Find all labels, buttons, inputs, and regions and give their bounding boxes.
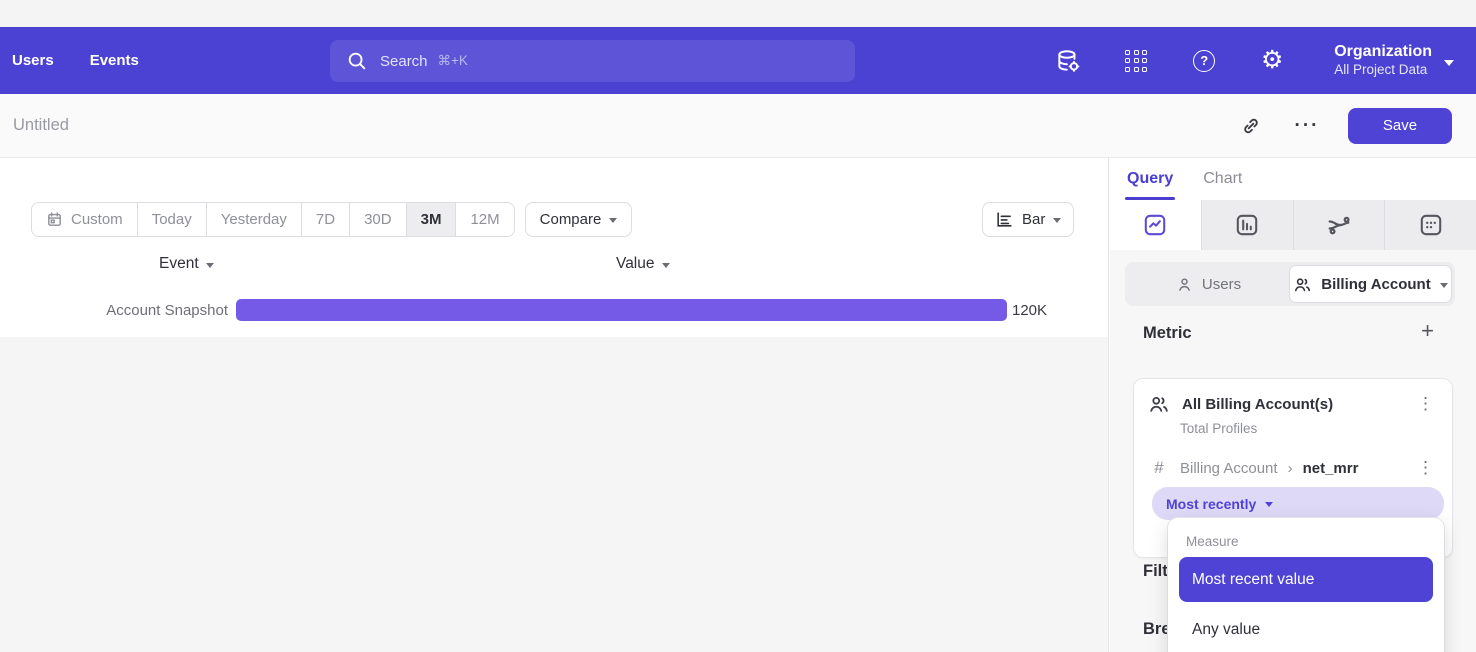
horizontal-bar-chart-icon xyxy=(995,210,1014,229)
dropdown-group-label: Measure xyxy=(1186,534,1239,549)
person-icon xyxy=(1176,276,1193,293)
report-type-funnels[interactable] xyxy=(1201,200,1294,250)
chevron-down-icon xyxy=(661,262,670,268)
measure-dropdown-menu: Measure Most recent value Any value xyxy=(1168,518,1444,652)
top-nav: Users Events Search ⌘+K xyxy=(0,27,1476,94)
date-range-group: Custom Today Yesterday 7D 30D 3M 12M xyxy=(31,202,515,237)
entity-toggle-billing-account[interactable]: Billing Account xyxy=(1289,265,1452,303)
kebab-menu-icon[interactable]: ⋮ xyxy=(1417,394,1434,413)
property-parent-label[interactable]: Billing Account xyxy=(1180,459,1278,477)
search-placeholder: Search xyxy=(380,52,428,70)
org-name: Organization xyxy=(1334,43,1432,61)
search-shortcut: ⌘+K xyxy=(437,53,468,68)
range-today-button[interactable]: Today xyxy=(137,203,207,236)
line-chart-icon xyxy=(1142,212,1168,238)
report-title-bar: Untitled ··· Save xyxy=(0,94,1476,158)
panel-tabs: Query Chart xyxy=(1110,158,1476,200)
dots-grid-icon xyxy=(1418,212,1444,238)
value-axis-dropdown[interactable]: Value xyxy=(616,255,670,273)
save-button[interactable]: Save xyxy=(1348,107,1452,144)
browser-top-strip xyxy=(0,0,1476,27)
people-icon xyxy=(1293,275,1312,294)
range-12m-button[interactable]: 12M xyxy=(456,203,514,236)
flows-icon xyxy=(1325,211,1353,239)
add-metric-button[interactable]: + xyxy=(1421,318,1434,343)
range-3m-button[interactable]: 3M xyxy=(406,203,457,236)
report-type-retention[interactable] xyxy=(1385,200,1476,250)
report-title[interactable]: Untitled xyxy=(13,116,69,134)
people-icon xyxy=(1148,393,1170,415)
copy-link-icon[interactable] xyxy=(1236,111,1266,141)
metric-entity-label[interactable]: All Billing Account(s) xyxy=(1182,395,1334,413)
nav-item-events[interactable]: Events xyxy=(89,52,139,69)
search-icon xyxy=(346,50,368,72)
compare-dropdown[interactable]: Compare xyxy=(524,202,633,237)
help-icon[interactable]: ? xyxy=(1190,47,1218,75)
range-custom-button[interactable]: Custom xyxy=(32,203,138,236)
chart-empty-area xyxy=(0,337,1108,652)
org-project-switcher[interactable]: Organization All Project Data xyxy=(1334,42,1454,79)
entity-toggle: Users Billing Account xyxy=(1125,262,1455,306)
chevron-down-icon xyxy=(1053,218,1062,223)
more-menu-icon[interactable]: ··· xyxy=(1294,114,1320,136)
calendar-icon xyxy=(46,211,63,228)
measure-pill-dropdown[interactable]: Most recently xyxy=(1152,487,1444,520)
bar-value-label: 120K xyxy=(1012,301,1048,319)
chart-canvas: Custom Today Yesterday 7D 30D 3M 12M Com… xyxy=(0,158,1109,652)
option-any-value[interactable]: Any value xyxy=(1192,620,1261,638)
property-name-label[interactable]: net_mrr xyxy=(1302,459,1359,477)
tab-chart[interactable]: Chart xyxy=(1203,170,1243,187)
chevron-down-icon xyxy=(1265,502,1274,507)
chevron-down-icon xyxy=(205,262,214,268)
apps-grid-icon[interactable] xyxy=(1122,47,1150,75)
range-7d-button[interactable]: 7D xyxy=(301,203,351,236)
data-management-icon[interactable] xyxy=(1054,47,1082,75)
nav-item-users[interactable]: Users xyxy=(12,52,54,69)
range-yesterday-button[interactable]: Yesterday xyxy=(206,203,302,236)
query-builder-panel: Query Chart xyxy=(1110,158,1476,652)
bar-category-label: Account Snapshot xyxy=(106,301,228,319)
bar-chart-icon xyxy=(1234,212,1260,238)
chevron-down-icon xyxy=(1439,282,1448,288)
entity-toggle-users[interactable]: Users xyxy=(1128,265,1289,303)
date-range-toolbar: Custom Today Yesterday 7D 30D 3M 12M Com… xyxy=(31,202,633,237)
breadcrumb-chevron-icon: › xyxy=(1287,459,1293,477)
report-type-insights[interactable] xyxy=(1110,200,1202,250)
chart-bar-row: Account Snapshot 120K xyxy=(0,298,1109,322)
chevron-down-icon xyxy=(1444,59,1454,66)
settings-gear-icon[interactable]: ⚙ xyxy=(1261,46,1284,74)
chart-bar[interactable] xyxy=(236,299,1007,321)
org-project-label: All Project Data xyxy=(1334,62,1428,78)
chart-type-dropdown[interactable]: Bar xyxy=(982,202,1075,237)
metric-subtitle: Total Profiles xyxy=(1180,421,1258,436)
numeric-property-icon: # xyxy=(1154,458,1164,477)
report-type-flows[interactable] xyxy=(1293,200,1386,250)
event-axis-dropdown[interactable]: Event xyxy=(159,255,214,273)
kebab-menu-icon[interactable]: ⋮ xyxy=(1417,458,1434,477)
option-most-recent-value[interactable]: Most recent value xyxy=(1179,557,1433,602)
search-input[interactable]: Search ⌘+K xyxy=(330,40,855,82)
metric-section-header: Metric xyxy=(1143,324,1192,342)
range-30d-button[interactable]: 30D xyxy=(350,203,407,236)
tab-query[interactable]: Query xyxy=(1124,170,1176,200)
report-type-switcher xyxy=(1110,200,1476,250)
chevron-down-icon xyxy=(609,218,618,223)
